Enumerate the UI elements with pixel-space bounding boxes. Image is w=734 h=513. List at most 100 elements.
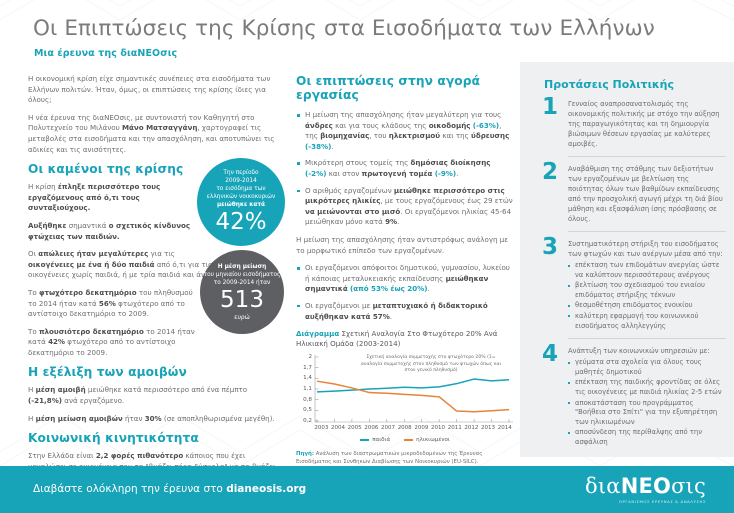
logo-pre: δια <box>585 474 621 498</box>
list-item: Οι εργαζόμενοι απόφοιτοι δημοτικού, γυμν… <box>296 263 514 295</box>
x-tick-label: 2009 <box>414 425 429 432</box>
section-title-labour-market: Οι επιπτώσεις στην αγορά εργασίας <box>296 74 481 102</box>
policy-number: 4 <box>542 341 559 368</box>
footer-site-link[interactable]: dianeosis.org <box>226 483 307 495</box>
intro-paragraph-1: Η οικονομική κρίση είχε σημαντικές συνέπ… <box>28 74 271 105</box>
policy-divider <box>568 231 726 232</box>
policy-title: Προτάσεις Πολιτικής <box>544 78 675 91</box>
list-item: αποκατάσταση του προγράμματος "Βοήθεια σ… <box>568 399 726 428</box>
policy-number: 2 <box>542 159 559 185</box>
policy-divider <box>568 156 726 157</box>
education-bullets: Οι εργαζόμενοι απόφοιτοι δημοτικού, γυμν… <box>296 263 514 322</box>
chart-heading: Σχετική Αναλογία Στο Φτωχότερο 20% Ανά Η… <box>296 329 498 349</box>
list-item: Ο αριθμός εργαζομένων μειώθηκε περισσότε… <box>296 186 514 228</box>
x-tick-label: 2007 <box>381 425 396 432</box>
y-tick-label: 1,1 <box>303 386 312 393</box>
page-subtitle: Μια έρευνα της διαΝΕΟσις <box>34 48 178 59</box>
chart-plot-area <box>314 355 513 423</box>
list-item: Η μείωση της απασχόλησης ήταν μεγαλύτερη… <box>296 110 514 152</box>
list-item: θεσμοθέτηση επιδόματος ενοικίου <box>568 301 726 311</box>
policy-proposal-1: 1 Γενναίος αναπροσανατολισμός της οικονομ… <box>542 94 726 149</box>
legend-swatch <box>404 439 414 442</box>
logo-tagline: ΟΡΓΑΝΙΣΜΟΣ ΕΡΕΥΝΑΣ & ΑΝΑΛΥΣΗΣ <box>618 499 706 504</box>
list-item: καλύτερη εφαρμογή του κοινωνικού εισοδήμ… <box>568 312 726 331</box>
section-title-losers: Οι καμένοι της κρίσης <box>28 162 184 177</box>
chart-title: Διάγραμμα Σχετική Αναλογία Στο Φτωχότερο… <box>296 329 514 349</box>
chart-label: Διάγραμμα <box>296 329 340 339</box>
legend-item: παιδιά <box>360 437 390 443</box>
policy-number: 1 <box>542 94 559 120</box>
badge-grey-value: 513 <box>220 286 264 313</box>
losers-paragraph-1: Η κρίση έπληξε περισσότερο τους εργαζόμε… <box>28 182 161 213</box>
chart-source: Πηγή: Ανάλυση των διαστρωματικών μικροδε… <box>296 451 514 466</box>
losers-paragraph-4: Το φτωχότερο δεκατημόριο του πληθυσμού τ… <box>28 287 193 319</box>
legend-item: ηλικιωμένοι <box>404 437 450 443</box>
badge-teal-line4: ελληνικών νοικοκυριών <box>206 194 276 200</box>
wages-paragraph-2: Η μέση μείωση αμοιβών ήταν 30% (σε αποπλ… <box>28 413 275 423</box>
badge-teal-line5: μειώθηκε κατά <box>216 202 266 208</box>
badge-teal-line2: 2009-2014 <box>225 178 257 184</box>
losers-paragraph-3: Οι απώλειες ήταν μεγαλύτερες για τις οικ… <box>28 249 214 280</box>
chart-legend: παιδιά ηλικιωμένοι <box>296 437 514 443</box>
policy-text: Ανάπτυξη των κοινωνικών υπηρεσιών με: <box>568 347 710 356</box>
policy-proposal-3: 3 Συστηματικότερη στήριξη του εισοδήματος… <box>542 234 726 331</box>
y-tick-label: 0,5 <box>303 407 312 414</box>
source-text: Ανάλυση των διαστρωματικών μικροδεδομένω… <box>296 451 483 465</box>
logo-post: σις <box>671 474 706 498</box>
legend-label: ηλικιωμένοι <box>416 437 450 444</box>
x-tick-label: 2013 <box>481 425 496 432</box>
policy-sub-list: επέκταση των επιδομάτων ανεργίας ώστε να… <box>568 261 726 331</box>
page-footer: Διαβάστε ολόκληρη την έρευνα στο dianeos… <box>0 466 734 513</box>
list-item: επέκταση των επιδομάτων ανεργίας ώστε να… <box>568 261 726 280</box>
footer-cta-text: Διαβάστε ολόκληρη την έρευνα στο <box>33 483 227 495</box>
policy-number: 3 <box>542 234 559 260</box>
x-tick-label: 2012 <box>464 425 479 432</box>
x-tick-label: 2004 <box>331 425 345 432</box>
footer-cta: Διαβάστε ολόκληρη την έρευνα στο dianeos… <box>33 483 306 495</box>
y-tick-label: 1,4 <box>303 375 312 382</box>
logo-wordmark: διαΝΕΟσις <box>585 475 706 497</box>
list-item: βελτίωση του σχεδιασμού του ενιαίου επιδ… <box>568 281 726 300</box>
policy-proposal-2: 2 Αναβάθμιση της στάθμης των δεξιοτήτων τ… <box>542 159 726 224</box>
dianeosis-logo: διαΝΕΟσις ΟΡΓΑΝΙΣΜΟΣ ΕΡΕΥΝΑΣ & ΑΝΑΛΥΣΗΣ <box>585 475 706 504</box>
x-tick-label: 2014 <box>497 425 512 432</box>
page-header: Οι Επιπτώσεις της Κρίσης στα Εισοδήματα … <box>0 0 734 62</box>
intro-paragraph-2: Η νέα έρευνα της διαΝΕΟσις, με συντονιστ… <box>28 112 275 154</box>
chart-y-axis-labels: 2 1,7 1,4 1,1 0,8 0,5 0,2 <box>296 353 312 424</box>
policy-proposal-4: 4 Ανάπτυξη των κοινωνικών υπηρεσιών με: γε… <box>542 341 726 447</box>
policy-text: Αναβάθμιση της στάθμης των δεξιοτήτων τω… <box>568 165 723 223</box>
section-title-mobility: Κοινωνική κινητικότητα <box>28 431 199 446</box>
legend-label: παιδιά <box>372 437 391 444</box>
x-tick-label: 2006 <box>364 425 379 432</box>
labour-market-bullets: Η μείωση της απασχόλησης ήταν μεγαλύτερη… <box>296 110 514 228</box>
logo-mid: ΝΕΟ <box>620 474 672 498</box>
badge-teal-line1: Την περίοδο <box>223 170 259 176</box>
list-item: γεύματα στα σχολεία για όλους τους μαθητ… <box>568 358 726 377</box>
badge-grey-unit: ευρώ <box>234 313 250 321</box>
policy-text: Γενναίος αναπροσανατολισμός της οικονομι… <box>568 100 720 148</box>
wages-paragraph-1: Η μέση αμοιβή μειώθηκε κατά περισσότερο … <box>28 385 248 406</box>
x-tick-label: 2008 <box>397 425 412 432</box>
badge-grey-line3: το 2009-2014 ήταν <box>213 279 271 286</box>
x-tick-label: 2003 <box>314 425 329 432</box>
chart-series-παιδιά <box>316 378 510 393</box>
policy-text: Συστηματικότερη στήριξη του εισοδήματος … <box>568 240 723 258</box>
badge-grey-line2: του μηνιαίου εισοδήματος <box>203 271 281 278</box>
badge-teal-value: 42% <box>215 209 267 235</box>
legend-swatch <box>360 439 370 442</box>
chart-annotation: Σχετική αναλογία συμμετοχής στο φτωχότερ… <box>360 355 502 373</box>
middle-column: Οι επιπτώσεις στην αγορά εργασίας Η μείω… <box>296 74 514 466</box>
policy-proposal-list: 1 Γενναίος αναπροσανατολισμός της οικονομ… <box>542 94 726 448</box>
policy-sub-list: γεύματα στα σχολεία για όλους τους μαθητ… <box>568 358 726 447</box>
poverty-ratio-chart: Σχετική αναλογία συμμετοχής στο φτωχότερ… <box>296 353 514 443</box>
list-item: Οι εργαζόμενοι με μεταπτυχιακό ή διδακτο… <box>296 301 514 322</box>
stat-badge-monthly-loss: Η μέση μείωση του μηνιαίου εισοδήματος τ… <box>200 250 284 334</box>
badge-teal-line3: το εισόδημα των <box>216 186 266 192</box>
education-intro-paragraph: Η μείωση της απασχόλησης ήταν αντιστρόφω… <box>296 234 509 255</box>
x-tick-label: 2010 <box>431 425 446 432</box>
y-tick-label: 2 <box>308 354 312 361</box>
y-tick-label: 1,7 <box>303 364 312 371</box>
y-tick-label: 0,8 <box>303 396 312 403</box>
list-item: Μικρότερη στους τομείς της δημόσιας διοί… <box>296 158 514 179</box>
